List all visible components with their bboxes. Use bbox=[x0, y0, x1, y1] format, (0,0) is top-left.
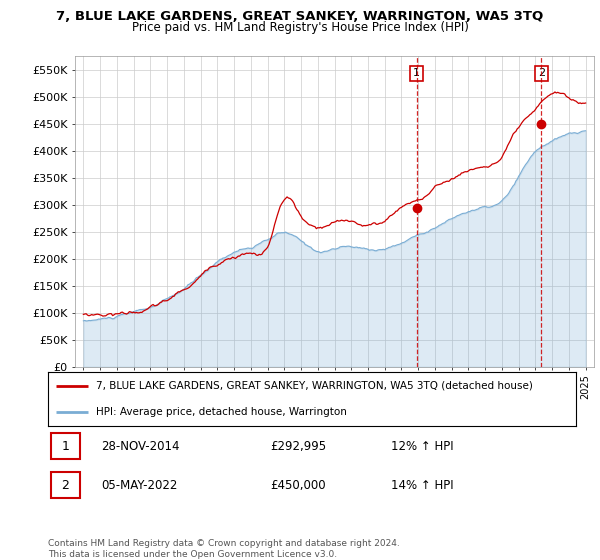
FancyBboxPatch shape bbox=[50, 433, 80, 459]
Text: 7, BLUE LAKE GARDENS, GREAT SANKEY, WARRINGTON, WA5 3TQ (detached house): 7, BLUE LAKE GARDENS, GREAT SANKEY, WARR… bbox=[95, 381, 532, 391]
Text: 14% ↑ HPI: 14% ↑ HPI bbox=[391, 479, 454, 492]
Text: 2: 2 bbox=[538, 68, 545, 78]
Text: £292,995: £292,995 bbox=[270, 440, 326, 453]
Text: £450,000: £450,000 bbox=[270, 479, 325, 492]
Text: 1: 1 bbox=[413, 68, 420, 78]
Text: 7, BLUE LAKE GARDENS, GREAT SANKEY, WARRINGTON, WA5 3TQ: 7, BLUE LAKE GARDENS, GREAT SANKEY, WARR… bbox=[56, 10, 544, 23]
Text: HPI: Average price, detached house, Warrington: HPI: Average price, detached house, Warr… bbox=[95, 407, 346, 417]
Text: 28-NOV-2014: 28-NOV-2014 bbox=[101, 440, 179, 453]
Text: 1: 1 bbox=[61, 440, 69, 453]
FancyBboxPatch shape bbox=[50, 472, 80, 498]
Text: 2: 2 bbox=[61, 479, 69, 492]
Text: Contains HM Land Registry data © Crown copyright and database right 2024.
This d: Contains HM Land Registry data © Crown c… bbox=[48, 539, 400, 559]
Text: 05-MAY-2022: 05-MAY-2022 bbox=[101, 479, 177, 492]
Text: Price paid vs. HM Land Registry's House Price Index (HPI): Price paid vs. HM Land Registry's House … bbox=[131, 21, 469, 34]
Text: 12% ↑ HPI: 12% ↑ HPI bbox=[391, 440, 454, 453]
